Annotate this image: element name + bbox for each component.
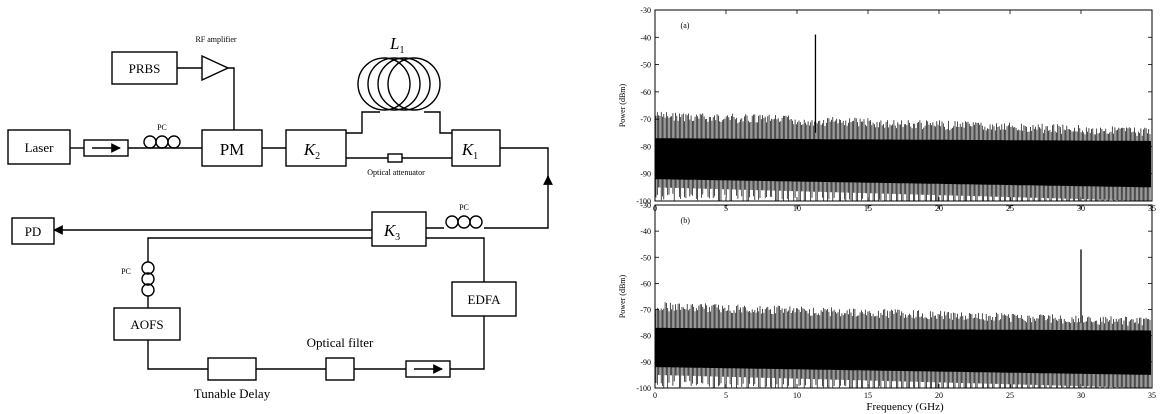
fiber-k1-down	[500, 147, 549, 180]
rf-amplifier-icon	[201, 54, 230, 82]
optical-attenuator-label: Optical attenuator	[367, 168, 425, 177]
aofs-label: AOFS	[130, 317, 163, 332]
rf-amplifier-label: RF amplifier	[195, 35, 236, 44]
k3-label: K3	[383, 221, 400, 243]
y-tick-label: -40	[640, 33, 651, 42]
y-tick-label: -50	[640, 253, 651, 262]
k1-label: K1	[461, 140, 478, 162]
pm-label: PM	[220, 140, 245, 159]
y-tick-label: -60	[640, 279, 651, 288]
y-tick-label: -90	[640, 358, 651, 367]
y-tick-label: -80	[640, 332, 651, 341]
y-tick-label: -30	[640, 6, 651, 15]
panel-label: (b)	[681, 216, 691, 225]
x-tick-label: 20	[935, 391, 943, 400]
y-tick-label: -80	[640, 142, 651, 151]
pc-left-label: PC	[121, 267, 131, 276]
y-tick-label: -50	[640, 61, 651, 70]
x-tick-label: 30	[1077, 391, 1085, 400]
y-tick-label: -100	[636, 384, 651, 393]
pd-label: PD	[25, 224, 42, 239]
y-axis-title: Power (dBm)	[618, 275, 627, 319]
x-tick-label: 5	[724, 391, 728, 400]
setup-diagram: Laser PC PRBS RF amplifier PM K2 L1	[7, 34, 553, 401]
panel-label: (a)	[681, 21, 690, 30]
laser-box	[7, 129, 71, 165]
fiber-pc-k3	[147, 237, 372, 262]
y-axis-title: Power (dBm)	[618, 84, 627, 128]
pc-top-icon	[143, 135, 181, 149]
y-tick-label: -100	[636, 197, 651, 206]
plot-frame	[654, 204, 1153, 389]
attenuator-icon	[387, 153, 403, 163]
pc-left-icon	[141, 261, 155, 297]
y-tick-label: -90	[640, 170, 651, 179]
fiber-k3-edfa	[426, 237, 485, 282]
y-tick-label: -60	[640, 88, 651, 97]
fiber-delay-aofs	[147, 340, 208, 370]
tunable-delay-box	[207, 357, 257, 381]
x-tick-label: 10	[793, 391, 801, 400]
laser-label: Laser	[25, 140, 55, 155]
aofs-box	[113, 307, 181, 341]
k2-box	[285, 129, 347, 167]
fiber-k2-coil	[346, 111, 380, 134]
k2-label: K2	[303, 140, 320, 162]
prbs-box	[111, 51, 178, 85]
pc-right-icon	[445, 215, 483, 229]
k3-box	[371, 211, 427, 247]
pc-right-label: PC	[459, 203, 469, 212]
x-tick-label: 35	[1148, 391, 1156, 400]
x-tick-label: 25	[1006, 391, 1014, 400]
plot-frame	[654, 9, 1153, 202]
y-tick-label: -70	[640, 115, 651, 124]
pm-box	[201, 129, 263, 167]
wire-amp-pm	[228, 67, 235, 130]
fiber-coil-icon	[357, 57, 441, 111]
edfa-label: EDFA	[468, 292, 502, 307]
k1-box	[451, 129, 501, 167]
fiber-coil-k1	[424, 111, 452, 134]
y-tick-label: -30	[640, 201, 651, 210]
fiber-down-to-k3	[484, 176, 549, 229]
y-tick-label: -70	[640, 306, 651, 315]
noise-floor-core	[655, 327, 1151, 375]
optical-filter-box	[325, 357, 355, 381]
spectrum-panel-b: 0 5 10 15 20 25 30 35 -30 -40 -50 -60 -70 -80 -90 -100 (…	[618, 201, 1156, 400]
edfa-box	[451, 281, 517, 317]
l1-label: L1	[389, 34, 404, 56]
fiber-edfa-isolator	[450, 316, 485, 370]
pc-top-label: PC	[157, 123, 167, 132]
x-axis-title: Frequency (GHz)	[866, 401, 944, 413]
prbs-label: PRBS	[129, 61, 161, 76]
x-tick-label: 0	[653, 391, 657, 400]
noise-floor-core	[655, 138, 1151, 188]
optical-filter-label: Optical filter	[307, 335, 374, 350]
spectrum-panel-a: 05101520253035-30-40-50-60-70-80-90-100(…	[618, 6, 1156, 213]
pd-box	[11, 217, 55, 245]
x-tick-label: 15	[864, 391, 872, 400]
y-tick-label: -40	[640, 227, 651, 236]
tunable-delay-label: Tunable Delay	[194, 386, 271, 401]
